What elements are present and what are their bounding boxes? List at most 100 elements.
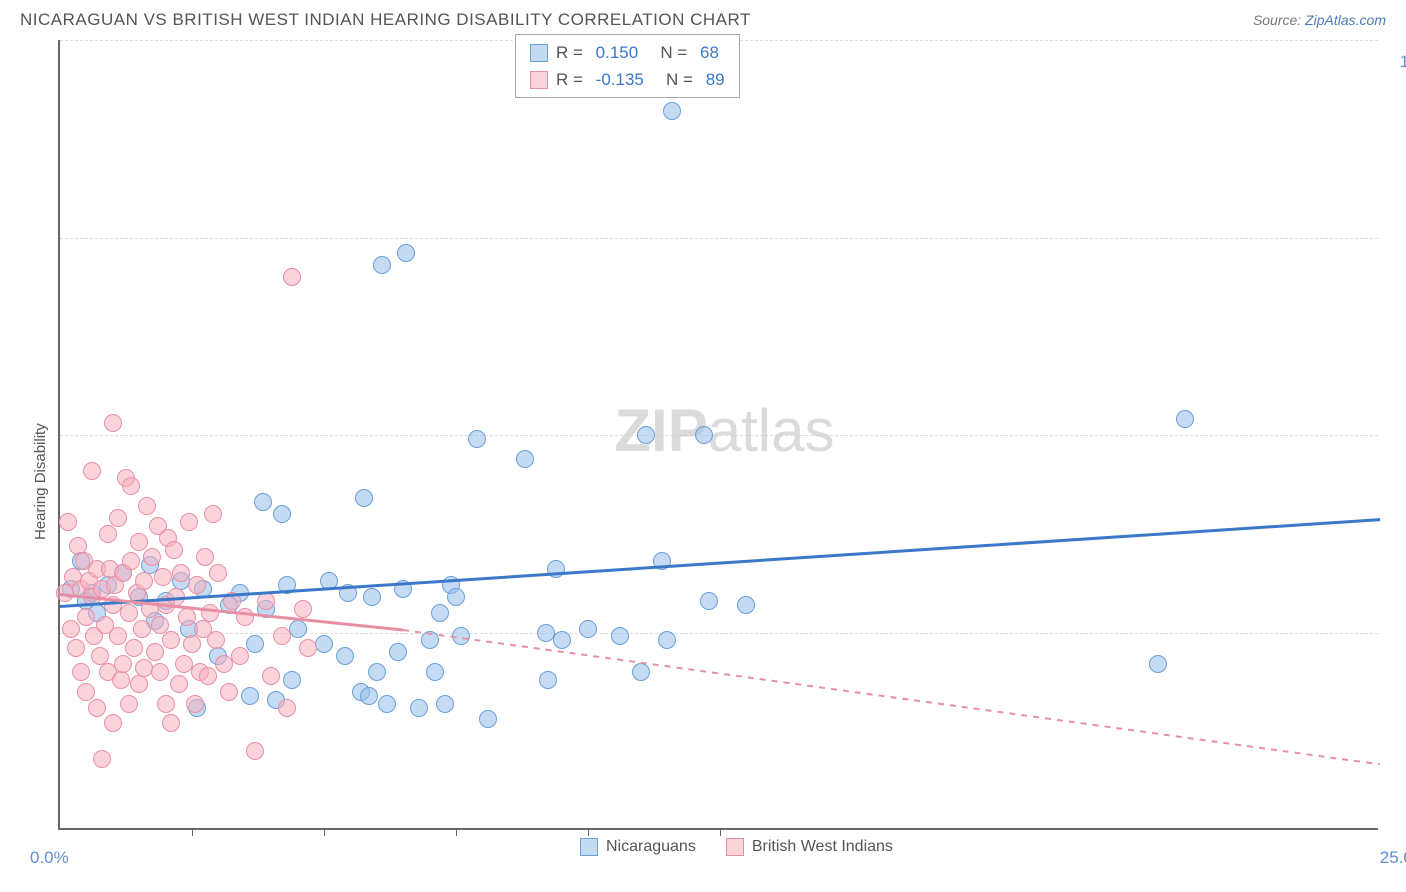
- data-point: [178, 608, 196, 626]
- data-point: [611, 627, 629, 645]
- data-point: [220, 683, 238, 701]
- legend-item: Nicaraguans: [580, 838, 696, 856]
- plot-area: 2.5%5.0%7.5%10.0%0.0%25.0%ZIPatlasR = 0.…: [58, 40, 1378, 830]
- data-point: [151, 616, 169, 634]
- data-point: [188, 576, 206, 594]
- source-prefix: Source:: [1253, 12, 1305, 28]
- data-point: [180, 513, 198, 531]
- data-point: [165, 541, 183, 559]
- data-point: [241, 687, 259, 705]
- data-point: [397, 244, 415, 262]
- data-point: [262, 667, 280, 685]
- gridline-h: [60, 238, 1378, 239]
- data-point: [120, 604, 138, 622]
- r-value: 0.150: [596, 39, 639, 66]
- data-point: [133, 620, 151, 638]
- legend-label: Nicaraguans: [606, 838, 696, 856]
- data-point: [254, 493, 272, 511]
- data-point: [426, 663, 444, 681]
- data-point: [183, 635, 201, 653]
- data-point: [294, 600, 312, 618]
- data-point: [431, 604, 449, 622]
- data-point: [289, 620, 307, 638]
- data-point: [632, 663, 650, 681]
- data-point: [201, 604, 219, 622]
- legend-swatch: [530, 44, 548, 62]
- data-point: [299, 639, 317, 657]
- data-point: [539, 671, 557, 689]
- data-point: [373, 256, 391, 274]
- data-point: [162, 714, 180, 732]
- legend-swatch: [580, 838, 598, 856]
- data-point: [355, 489, 373, 507]
- data-point: [447, 588, 465, 606]
- data-point: [273, 627, 291, 645]
- data-point: [59, 513, 77, 531]
- data-point: [658, 631, 676, 649]
- trendline: [403, 629, 1380, 765]
- y-tick-label: 10.0%: [1400, 52, 1406, 72]
- data-point: [236, 608, 254, 626]
- data-point: [130, 675, 148, 693]
- data-point: [360, 687, 378, 705]
- n-value: 68: [700, 39, 719, 66]
- data-point: [283, 671, 301, 689]
- data-point: [77, 608, 95, 626]
- data-point: [231, 647, 249, 665]
- n-label: N =: [652, 66, 698, 93]
- x-min-label: 0.0%: [30, 848, 69, 868]
- gridline-h: [60, 435, 1378, 436]
- data-point: [196, 548, 214, 566]
- n-label: N =: [646, 39, 692, 66]
- data-point: [72, 663, 90, 681]
- data-point: [114, 655, 132, 673]
- x-tick: [588, 828, 589, 836]
- data-point: [170, 675, 188, 693]
- data-point: [143, 548, 161, 566]
- y-axis-label: Hearing Disability: [32, 423, 49, 540]
- legend: Nicaraguans British West Indians: [580, 838, 893, 856]
- legend-label: British West Indians: [752, 838, 893, 856]
- x-tick: [324, 828, 325, 836]
- r-label: R =: [556, 66, 588, 93]
- data-point: [151, 663, 169, 681]
- data-point: [154, 568, 172, 586]
- data-point: [135, 572, 153, 590]
- stat-row: R = 0.150 N = 68: [530, 39, 725, 66]
- data-point: [83, 462, 101, 480]
- data-point: [663, 102, 681, 120]
- data-point: [1149, 655, 1167, 673]
- data-point: [363, 588, 381, 606]
- data-point: [273, 505, 291, 523]
- data-point: [468, 430, 486, 448]
- data-point: [172, 564, 190, 582]
- r-label: R =: [556, 39, 588, 66]
- data-point: [67, 639, 85, 657]
- data-point: [125, 639, 143, 657]
- data-point: [162, 631, 180, 649]
- data-point: [278, 699, 296, 717]
- data-point: [186, 695, 204, 713]
- data-point: [479, 710, 497, 728]
- data-point: [579, 620, 597, 638]
- data-point: [120, 695, 138, 713]
- data-point: [637, 426, 655, 444]
- data-point: [62, 620, 80, 638]
- data-point: [737, 596, 755, 614]
- data-point: [209, 564, 227, 582]
- data-point: [389, 643, 407, 661]
- data-point: [93, 750, 111, 768]
- x-tick: [456, 828, 457, 836]
- source-link[interactable]: ZipAtlas.com: [1305, 12, 1386, 28]
- stat-row: R = -0.135 N = 89: [530, 66, 725, 93]
- data-point: [378, 695, 396, 713]
- data-point: [112, 671, 130, 689]
- trendline: [60, 518, 1380, 608]
- x-tick: [192, 828, 193, 836]
- data-point: [436, 695, 454, 713]
- data-point: [104, 714, 122, 732]
- data-point: [138, 497, 156, 515]
- data-point: [553, 631, 571, 649]
- data-point: [1176, 410, 1194, 428]
- chart-container: Hearing Disability 2.5%5.0%7.5%10.0%0.0%…: [20, 40, 1386, 870]
